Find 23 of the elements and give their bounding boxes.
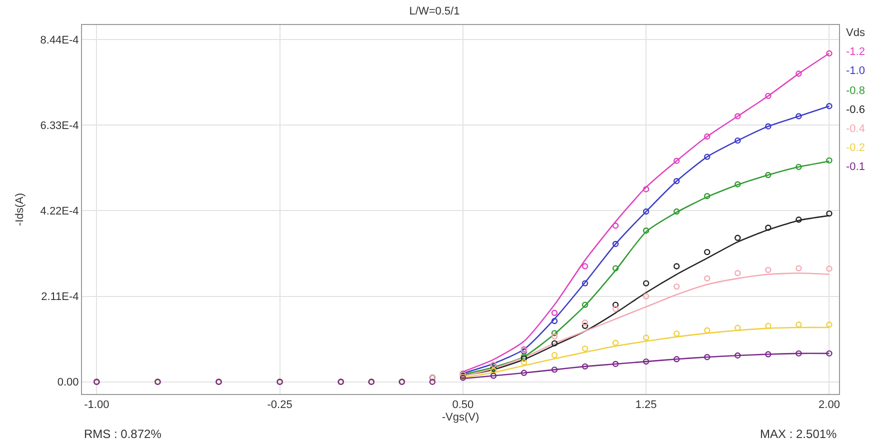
chart-title: L/W=0.5/1 — [409, 5, 460, 18]
text: -0.6 — [846, 104, 865, 116]
text: MAX : 2.501% — [760, 427, 838, 441]
text: -0.2 — [846, 142, 865, 154]
x-tick-label: -0.25 — [267, 399, 292, 412]
x-tick-label: 0.50 — [452, 399, 474, 412]
series-label: -1.2 — [846, 46, 865, 58]
y-tick-label: 2.11E-4 — [41, 291, 79, 304]
y-tick-label: 6.33E-4 — [40, 120, 79, 132]
text: -1.0 — [846, 65, 865, 77]
x-axis-title: -Vgs(V) — [442, 411, 480, 424]
text: -0.4 — [846, 123, 865, 135]
text: -0.1 — [846, 161, 865, 173]
legend-title: Vds — [846, 27, 866, 39]
y-tick-label: 8.44E-4 — [40, 34, 79, 46]
x-tick-label: 2.00 — [818, 399, 840, 412]
y-tick-label: 4.22E-4 — [40, 206, 79, 218]
text: RMS : 0.872% — [84, 427, 162, 441]
y-tick-label: 0.00 — [57, 376, 79, 389]
y-axis-title: -Ids(A) — [14, 193, 26, 226]
text: -0.8 — [846, 85, 865, 97]
x-tick-label: 1.25 — [635, 399, 657, 412]
x-tick-label: -1.00 — [84, 399, 110, 412]
